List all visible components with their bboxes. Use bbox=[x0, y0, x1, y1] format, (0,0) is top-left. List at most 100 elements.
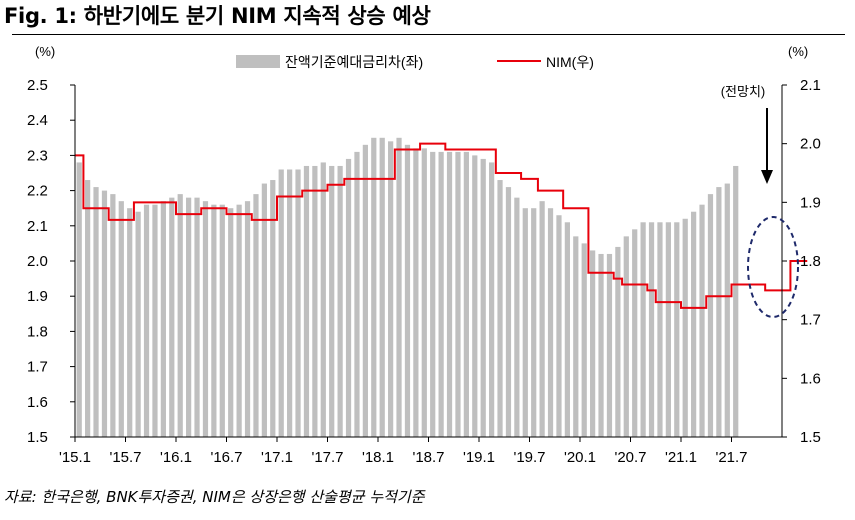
right-tick-label: 1.6 bbox=[800, 370, 821, 387]
bar bbox=[143, 204, 150, 437]
bar bbox=[354, 151, 360, 437]
bar bbox=[228, 208, 234, 437]
bar bbox=[211, 204, 217, 437]
bar bbox=[152, 204, 158, 437]
x-tick-label: '20.1 bbox=[564, 449, 596, 466]
left-tick-label: 2.0 bbox=[27, 253, 48, 270]
bar bbox=[287, 169, 293, 438]
left-tick-label: 2.5 bbox=[27, 77, 48, 94]
x-tick-label: '20.7 bbox=[614, 449, 646, 466]
bar bbox=[253, 194, 259, 437]
bar bbox=[337, 165, 343, 437]
bar bbox=[497, 180, 503, 438]
bar bbox=[118, 201, 124, 437]
bar bbox=[505, 187, 512, 437]
bar bbox=[135, 211, 141, 437]
bar bbox=[85, 180, 91, 438]
bar bbox=[522, 208, 528, 437]
bar bbox=[438, 151, 444, 437]
axes: 1.5 1.6 1.7 1.8 1.9 2.0 2.1 2.2 2.3 2.4 2.5 1.5 1.6 1… bbox=[27, 44, 821, 466]
bar bbox=[733, 165, 739, 437]
bar bbox=[598, 253, 604, 437]
bar bbox=[573, 236, 579, 437]
bar bbox=[110, 194, 116, 437]
bar bbox=[699, 204, 705, 437]
bar bbox=[278, 169, 284, 438]
right-tick-label: 1.8 bbox=[800, 253, 821, 270]
x-tick-label: '19.7 bbox=[513, 449, 545, 466]
bar bbox=[127, 208, 133, 437]
bar bbox=[556, 215, 562, 437]
bar bbox=[632, 229, 638, 437]
bar bbox=[623, 236, 629, 437]
bar bbox=[430, 151, 436, 437]
bar bbox=[514, 197, 520, 437]
forecast-ellipse bbox=[747, 216, 799, 318]
bar bbox=[615, 246, 621, 437]
bar-series bbox=[76, 137, 739, 438]
x-tick-label: '17.7 bbox=[311, 449, 343, 466]
bar bbox=[303, 165, 310, 437]
bar bbox=[160, 201, 166, 437]
legend: 잔액기준예대금리차(좌) NIM(우) bbox=[236, 54, 594, 70]
right-tick-label: 1.9 bbox=[800, 194, 821, 211]
x-tick-label: '19.1 bbox=[463, 449, 495, 466]
chart-title: Fig. 1: 하반기에도 분기 NIM 지속적 상승 예상 bbox=[4, 4, 431, 28]
left-tick-label: 2.1 bbox=[27, 218, 48, 235]
bar bbox=[581, 243, 587, 437]
left-tick-label: 1.6 bbox=[27, 394, 48, 411]
bar bbox=[219, 204, 225, 437]
bar bbox=[379, 137, 385, 438]
x-tick-label: '15.7 bbox=[109, 449, 141, 466]
bar bbox=[590, 250, 596, 437]
x-tick-label: '21.7 bbox=[715, 449, 747, 466]
bar bbox=[547, 208, 554, 437]
bar bbox=[716, 187, 722, 437]
bar bbox=[564, 222, 570, 437]
bar bbox=[657, 222, 663, 437]
forecast-arrow-head bbox=[761, 170, 773, 184]
bar bbox=[455, 151, 461, 437]
bar bbox=[236, 204, 242, 437]
left-tick-label: 2.4 bbox=[27, 112, 48, 129]
legend-bar-swatch bbox=[236, 55, 280, 68]
x-tick-label: '18.7 bbox=[412, 449, 444, 466]
bar bbox=[93, 187, 99, 437]
bar bbox=[169, 197, 175, 437]
bar bbox=[682, 218, 688, 437]
forecast-label: (전망치) bbox=[721, 84, 766, 99]
bar bbox=[244, 201, 251, 437]
right-axis-unit: (%) bbox=[788, 44, 808, 59]
bar bbox=[707, 194, 714, 437]
bar bbox=[472, 155, 478, 437]
bar bbox=[413, 148, 419, 438]
x-tick-label: '17.1 bbox=[261, 449, 293, 466]
left-tick-label: 1.7 bbox=[27, 359, 48, 376]
bar bbox=[186, 197, 192, 437]
left-axis-unit: (%) bbox=[35, 44, 55, 59]
bar bbox=[539, 201, 545, 437]
bar bbox=[404, 144, 411, 437]
annotation: (전망치) bbox=[721, 84, 799, 318]
bar bbox=[320, 162, 326, 437]
x-tick-label: '18.1 bbox=[362, 449, 394, 466]
right-tick-label: 1.5 bbox=[800, 429, 821, 446]
bar bbox=[345, 158, 352, 438]
right-tick-label: 1.7 bbox=[800, 312, 821, 329]
nim-line bbox=[75, 142, 808, 309]
x-tick-label: '21.1 bbox=[665, 449, 697, 466]
bar bbox=[202, 201, 209, 437]
bar bbox=[446, 151, 453, 437]
bar bbox=[480, 158, 486, 438]
bar bbox=[329, 165, 335, 437]
legend-line-label: NIM(우) bbox=[546, 54, 594, 70]
source-note: 자료: 한국은행, BNK투자증권, NIM은 상장은행 산술평균 누적기준 bbox=[4, 488, 425, 506]
bar bbox=[724, 183, 730, 437]
bar bbox=[194, 197, 200, 437]
x-tick-label: '15.1 bbox=[59, 449, 91, 466]
left-tick-label: 1.9 bbox=[27, 288, 48, 305]
line-series bbox=[75, 142, 808, 309]
bar bbox=[371, 137, 377, 438]
bar bbox=[396, 137, 402, 438]
